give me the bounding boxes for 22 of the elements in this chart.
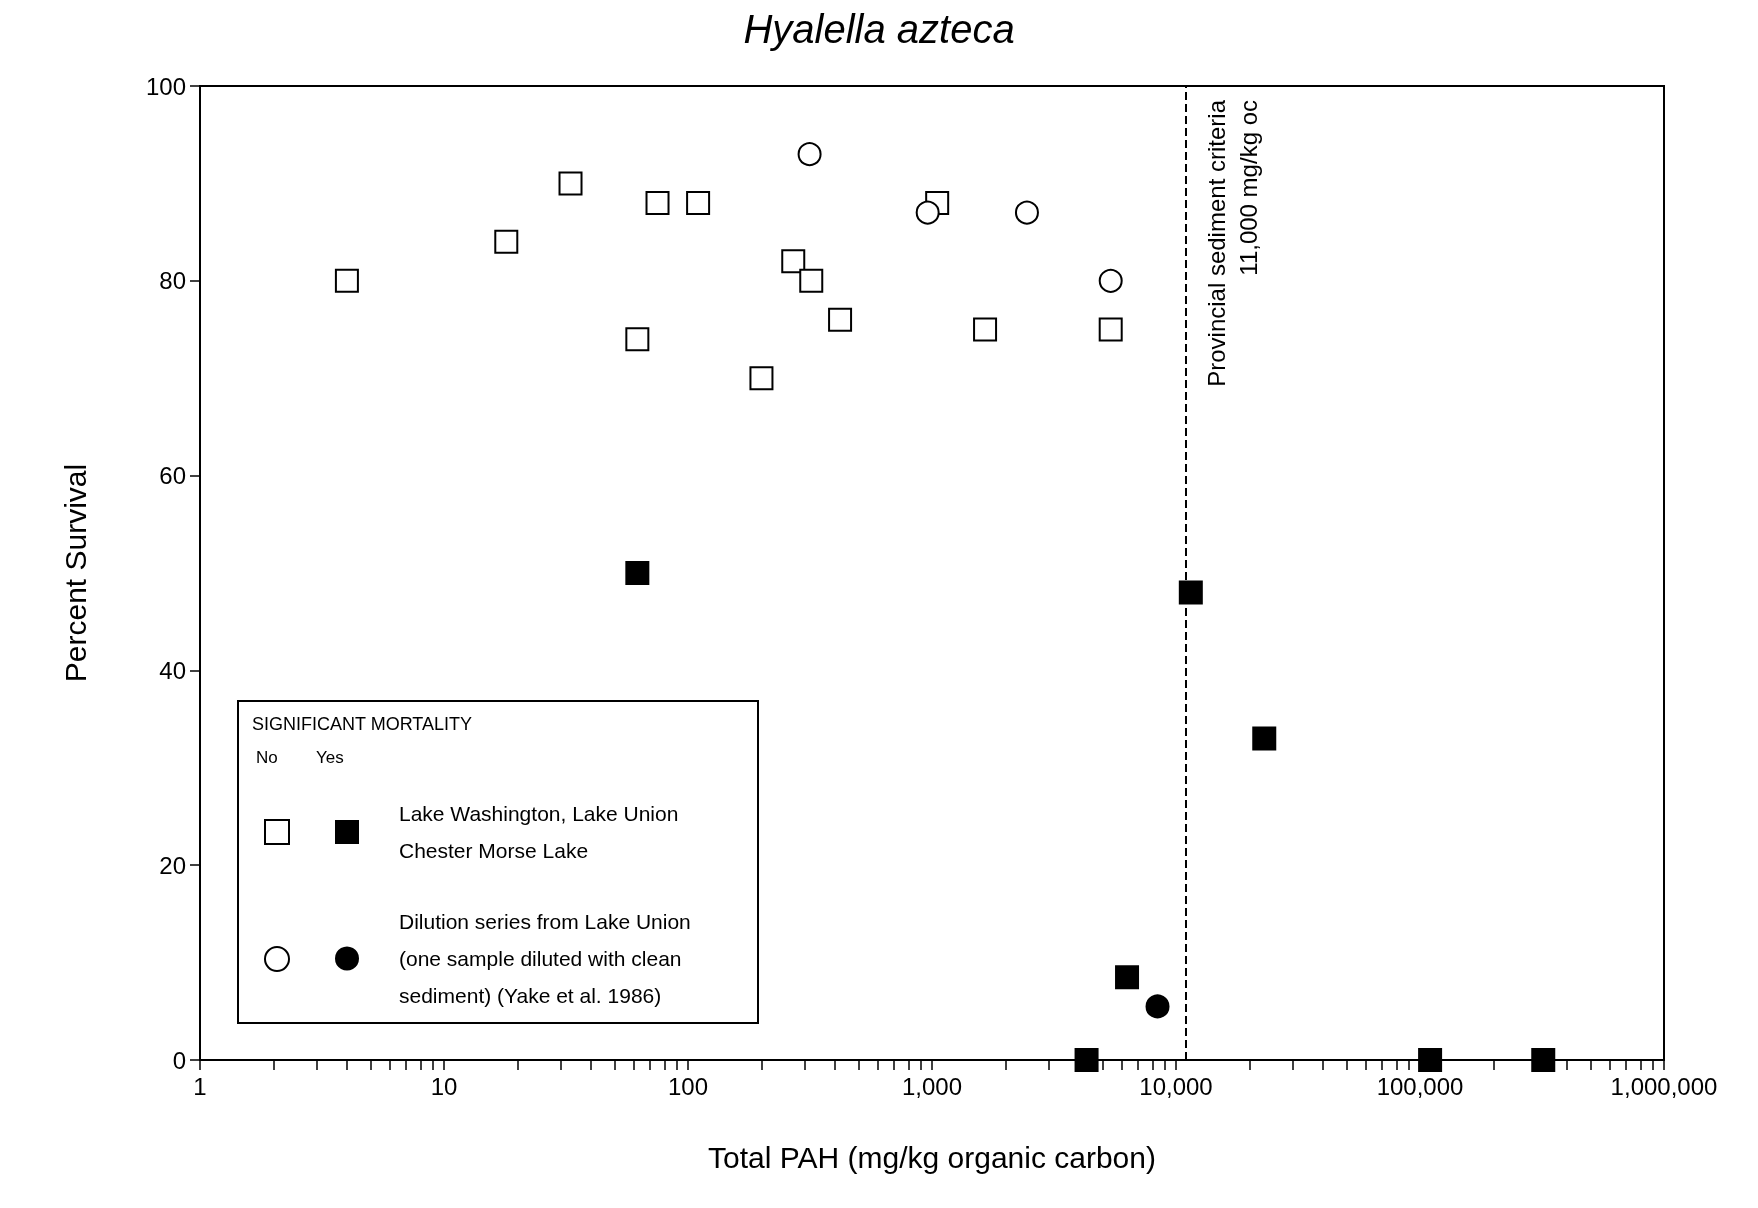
x-tick-label: 10: [430, 1072, 458, 1100]
y-tick-label: 60: [159, 462, 186, 490]
legend-title: SIGNIFICANT MORTALITY: [252, 714, 473, 734]
x-axis-title: Total PAH (mg/kg organic carbon): [708, 1140, 1156, 1174]
x-tick-label: 1,000,000: [1610, 1072, 1718, 1100]
y-tick-label: 80: [159, 267, 186, 295]
y-axis-title: Percent Survival: [58, 463, 92, 683]
y-tick-label: 20: [159, 851, 186, 879]
x-tick-label: 100: [667, 1072, 709, 1100]
x-tick-label: 1,000: [901, 1072, 963, 1100]
x-tick-label: 10,000: [1139, 1072, 1213, 1100]
chart-title: Hyalella azteca: [743, 7, 1015, 51]
legend-label: Dilution series from Lake Union (one sample diluted with clean sediment) (Yake et al. 1986): [399, 910, 697, 1007]
annotation: No: [256, 748, 278, 767]
annotation: Yes: [316, 748, 344, 767]
y-tick-label: 100: [145, 72, 186, 100]
y-tick-label: 0: [172, 1046, 186, 1074]
ref-line-label: Provincial sediment criteria 11,000 mg/kg oc: [1202, 99, 1262, 387]
x-tick-label: 1: [193, 1072, 207, 1100]
y-tick-label: 40: [159, 656, 186, 684]
x-tick-label: 100,000: [1376, 1072, 1464, 1100]
legend-label: Lake Washington, Lake Union Chester Morse Lake: [399, 802, 685, 862]
